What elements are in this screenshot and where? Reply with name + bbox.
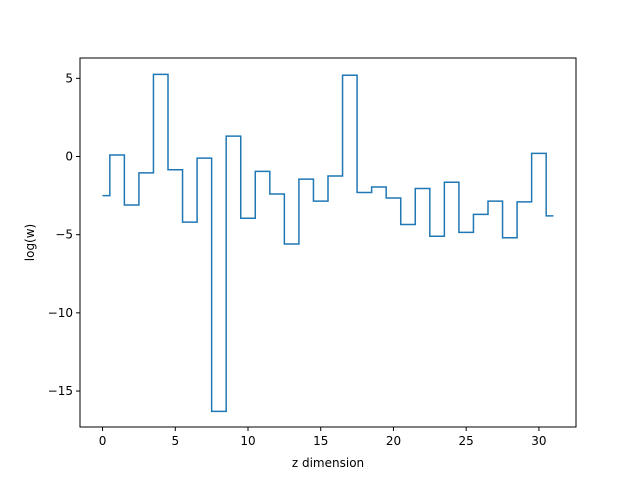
y-tick-label: 5 xyxy=(65,71,73,85)
y-axis: 5 0 −5 −10 −15 xyxy=(48,71,80,398)
x-tick-label: 25 xyxy=(459,434,474,448)
y-tick-label: −5 xyxy=(55,228,73,242)
x-tick-label: 20 xyxy=(386,434,401,448)
x-axis: 0 5 10 15 20 25 30 xyxy=(99,427,547,448)
y-tick-label: −10 xyxy=(48,306,73,320)
plot-frame xyxy=(79,57,577,428)
x-tick-label: 15 xyxy=(313,434,328,448)
y-axis-label: log(w) xyxy=(23,224,37,261)
y-tick-label: 0 xyxy=(65,150,73,164)
x-tick-label: 0 xyxy=(99,434,107,448)
series-line xyxy=(102,73,554,413)
x-tick-label: 5 xyxy=(171,434,179,448)
x-tick-label: 10 xyxy=(240,434,255,448)
x-axis-label: z dimension xyxy=(292,456,364,470)
x-tick-label: 30 xyxy=(531,434,546,448)
y-tick-label: −15 xyxy=(48,384,73,398)
plot-layer xyxy=(102,73,554,413)
